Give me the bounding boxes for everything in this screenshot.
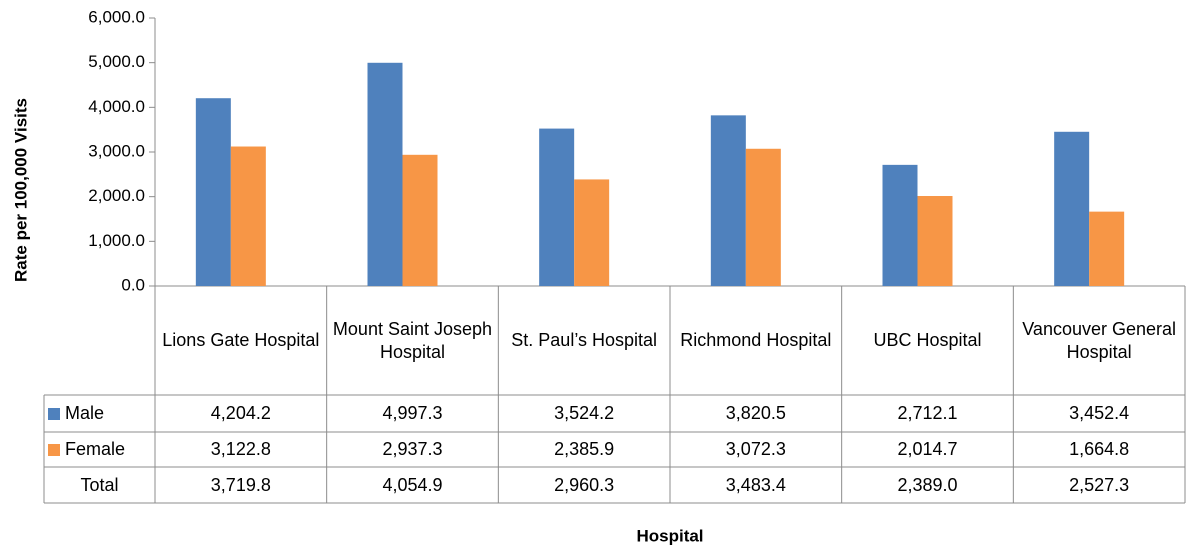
bar xyxy=(574,179,610,286)
y-axis-label: Rate per 100,000 Visits xyxy=(11,98,30,282)
bar xyxy=(195,98,231,286)
total-label-text: Total xyxy=(80,474,119,495)
value-cell-text: 2,712.1 xyxy=(897,403,958,423)
y-tick-label: 1,000.0 xyxy=(88,231,145,250)
value-cell: 3,820.5 xyxy=(670,395,842,432)
value-cell: 4,204.2 xyxy=(155,395,327,432)
bar xyxy=(230,146,266,286)
total-cell-text: 2,960.3 xyxy=(554,474,615,495)
total-cell: 2,389.0 xyxy=(842,467,1014,503)
total-cell: 4,054.9 xyxy=(327,467,499,503)
category-label: Vancouver General Hospital xyxy=(1013,286,1185,395)
value-cell-text: 3,452.4 xyxy=(1069,403,1130,423)
y-tick-label: 0.0 xyxy=(121,275,145,294)
legend-key xyxy=(48,443,60,456)
category-label-text: St. Paul’s Hospital xyxy=(511,330,658,350)
total-cell: 2,527.3 xyxy=(1013,467,1185,503)
y-tick-label: 5,000.0 xyxy=(88,52,145,71)
legend-entry: Female xyxy=(44,432,155,467)
category-label: St. Paul’s Hospital xyxy=(498,286,670,395)
category-label-text: Mount Saint Joseph Hospital xyxy=(332,318,493,362)
category-label-text: Vancouver General Hospital xyxy=(1022,318,1177,362)
y-tick-label: 4,000.0 xyxy=(88,97,145,116)
value-cell: 2,937.3 xyxy=(327,432,499,467)
total-cell-text: 3,719.8 xyxy=(210,474,271,495)
value-cell: 2,385.9 xyxy=(498,432,670,467)
value-cell-text: 3,122.8 xyxy=(210,439,271,459)
bar xyxy=(710,115,746,286)
value-cell: 4,997.3 xyxy=(327,395,499,432)
total-label: Total xyxy=(44,467,155,503)
category-label-text: Lions Gate Hospital xyxy=(162,330,320,350)
y-tick-label: 3,000.0 xyxy=(88,141,145,160)
value-cell: 2,014.7 xyxy=(842,432,1014,467)
bar xyxy=(539,128,575,286)
category-label: Lions Gate Hospital xyxy=(155,286,327,395)
value-cell: 3,524.2 xyxy=(498,395,670,432)
bar xyxy=(367,62,403,287)
category-label: UBC Hospital xyxy=(842,286,1014,395)
total-cell-text: 3,483.4 xyxy=(725,474,786,495)
total-cell: 2,960.3 xyxy=(498,467,670,503)
bar xyxy=(1089,211,1125,286)
x-axis-label: Hospital xyxy=(636,526,703,545)
category-label: Richmond Hospital xyxy=(670,286,842,395)
total-cell-text: 4,054.9 xyxy=(382,474,443,495)
total-cell-text: 2,389.0 xyxy=(897,474,958,495)
category-label-text: Richmond Hospital xyxy=(680,330,832,350)
bar xyxy=(402,154,438,286)
legend-entry: Male xyxy=(44,395,155,432)
value-cell-text: 4,997.3 xyxy=(382,403,443,423)
value-cell-text: 2,014.7 xyxy=(897,439,958,459)
value-cell-text: 2,937.3 xyxy=(382,439,443,459)
value-cell: 1,664.8 xyxy=(1013,432,1185,467)
category-label: Mount Saint Joseph Hospital xyxy=(327,286,499,395)
y-tick-label: 2,000.0 xyxy=(88,186,145,205)
bar xyxy=(1054,131,1090,286)
value-cell-text: 3,072.3 xyxy=(725,439,786,459)
total-cell-text: 2,527.3 xyxy=(1069,474,1130,495)
y-tick-label: 6,000.0 xyxy=(88,7,145,26)
bar xyxy=(917,196,953,286)
value-cell-text: 3,524.2 xyxy=(554,403,615,423)
bar xyxy=(882,164,918,286)
category-label-text: UBC Hospital xyxy=(873,330,982,350)
value-cell-text: 4,204.2 xyxy=(210,403,271,423)
value-cell: 3,072.3 xyxy=(670,432,842,467)
value-cell: 3,452.4 xyxy=(1013,395,1185,432)
bar xyxy=(745,148,781,286)
legend-entry-text: Female xyxy=(65,439,126,459)
value-cell-text: 1,664.8 xyxy=(1069,439,1130,459)
value-cell: 2,712.1 xyxy=(842,395,1014,432)
total-cell: 3,719.8 xyxy=(155,467,327,503)
total-cell: 3,483.4 xyxy=(670,467,842,503)
value-cell-text: 3,820.5 xyxy=(725,403,786,423)
value-cell: 3,122.8 xyxy=(155,432,327,467)
value-cell-text: 2,385.9 xyxy=(554,439,615,459)
legend-entry-text: Male xyxy=(65,403,105,423)
legend-key xyxy=(48,407,60,420)
